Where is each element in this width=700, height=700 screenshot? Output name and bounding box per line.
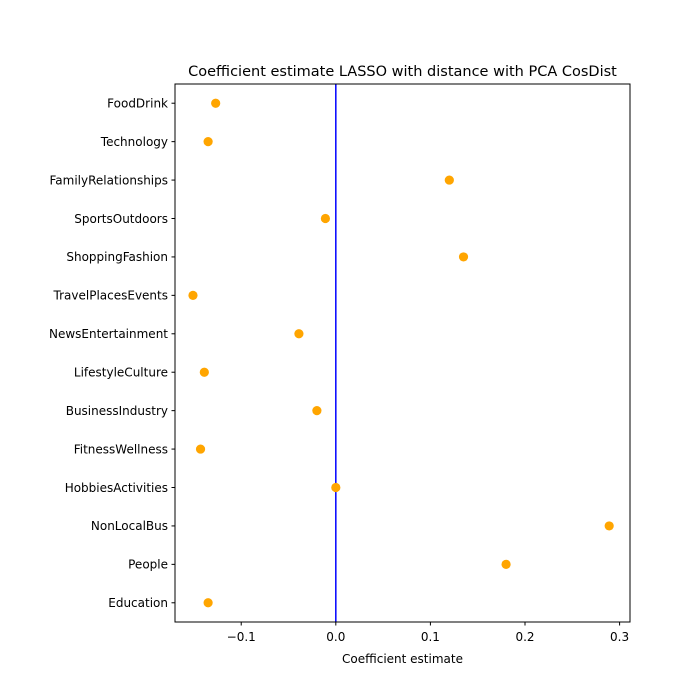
data-point-travelplacesevents bbox=[188, 290, 198, 300]
data-point-shoppingfashion bbox=[458, 252, 469, 262]
y-tick-label: SportsOutdoors bbox=[74, 212, 168, 226]
y-tick-label: Education bbox=[108, 596, 168, 610]
y-tick-label: FamilyRelationships bbox=[49, 173, 168, 187]
data-point-education bbox=[203, 598, 213, 608]
data-point-familyrelationships bbox=[444, 175, 454, 185]
data-point-hobbiesactivities bbox=[331, 482, 341, 493]
y-tick-label: FoodDrink bbox=[107, 97, 168, 111]
y-tick-label: TravelPlacesEvents bbox=[53, 289, 168, 303]
y-tick-label: FitnessWellness bbox=[74, 442, 168, 456]
data-point-businessindustry bbox=[312, 406, 322, 416]
y-tick-label: HobbiesActivities bbox=[65, 481, 168, 495]
chart-title: Coefficient estimate LASSO with distance… bbox=[188, 64, 617, 80]
x-tick-label: −0.1 bbox=[227, 630, 256, 644]
data-point-fitnesswellness bbox=[195, 444, 206, 454]
y-tick-label: People bbox=[128, 558, 168, 572]
plot-frame bbox=[174, 83, 631, 623]
data-point-sportsoutdoors bbox=[320, 213, 331, 224]
y-tick-label: LifestyleCulture bbox=[74, 366, 168, 380]
y-tick-label: Technology bbox=[100, 135, 168, 149]
data-point-people bbox=[501, 559, 511, 569]
data-point-fooddrink bbox=[211, 98, 221, 108]
data-point-lifestyleculture bbox=[199, 367, 209, 377]
plot-area: FoodDrink Technology FamilyRelationships Sp… bbox=[49, 84, 629, 644]
x-tick-label: 0.2 bbox=[515, 630, 534, 644]
y-tick-label: BusinessIndustry bbox=[66, 404, 168, 418]
x-tick-label: 0.1 bbox=[421, 630, 440, 644]
x-tick-label: 0.0 bbox=[326, 630, 345, 644]
y-tick-label: NonLocalBus bbox=[91, 519, 168, 533]
x-tick-label: 0.3 bbox=[610, 630, 629, 644]
y-tick-label: NewsEntertainment bbox=[49, 327, 168, 341]
data-point-technology bbox=[203, 137, 213, 147]
data-point-newsentertainment bbox=[294, 329, 304, 339]
data-point-nonlocalbus bbox=[604, 521, 614, 531]
y-tick-label: ShoppingFashion bbox=[66, 250, 168, 264]
x-axis-title: Coefficient estimate bbox=[342, 652, 463, 666]
